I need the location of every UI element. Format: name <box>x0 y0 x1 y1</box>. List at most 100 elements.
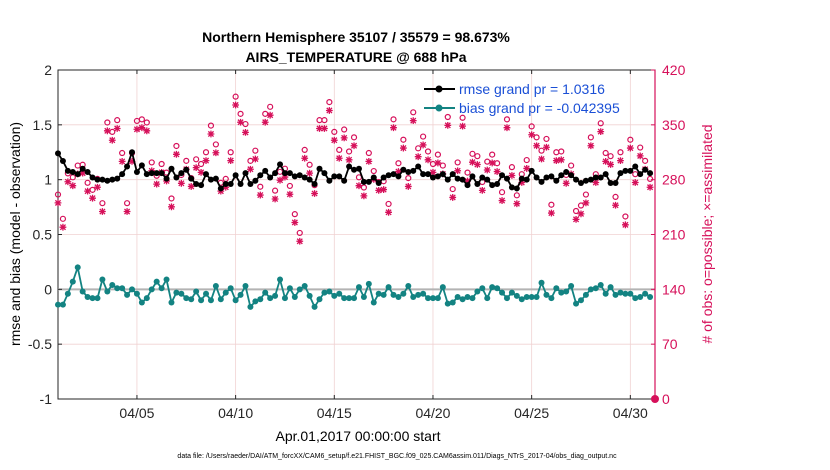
obs-assimilated-point <box>592 179 600 186</box>
obs-assimilated-point <box>518 179 526 186</box>
legend-bias-label: bias grand pr = -0.042395 <box>459 100 620 116</box>
bias-point <box>474 288 481 295</box>
obs-assimilated-point <box>360 192 368 200</box>
obs-assimilated-point <box>617 157 624 164</box>
rmse-point <box>489 182 496 189</box>
x-axis-label: Apr.01,2017 00:00:00 start <box>275 428 440 444</box>
rmse-point <box>138 162 145 169</box>
obs-assimilated-point <box>168 203 175 211</box>
obs-assimilated-point <box>469 158 476 166</box>
left-tick-label: 1 <box>44 172 52 188</box>
bias-point <box>207 297 214 304</box>
obs-possible-point <box>395 160 402 167</box>
x-tick-label: 04/25 <box>514 405 549 421</box>
bias-point <box>503 295 510 302</box>
bias-point <box>370 299 377 306</box>
bias-point <box>632 295 639 302</box>
obs-assimilated-point <box>153 180 161 188</box>
obs-possible-point <box>582 191 590 198</box>
bias-point <box>203 290 210 297</box>
rmse-point <box>99 176 106 183</box>
obs-possible-point <box>508 164 516 171</box>
obs-assimilated-point <box>173 150 180 158</box>
rmse-point <box>558 172 565 179</box>
obs-possible-point <box>454 159 461 166</box>
bias-point <box>365 280 372 287</box>
y-axis-label-right: # of obs: o=possible; ×=assimilated <box>699 124 715 343</box>
obs-assimilated-point <box>325 107 333 114</box>
bias-point <box>277 276 284 283</box>
rmse-point <box>193 181 200 188</box>
obs-assimilated-point <box>311 190 318 197</box>
rmse-point <box>336 173 343 180</box>
bias-point <box>183 295 190 302</box>
bias-point <box>592 285 599 292</box>
rmse-point <box>405 168 412 175</box>
bias-point <box>212 283 219 290</box>
bias-point <box>74 264 81 271</box>
rmse-point <box>311 181 318 188</box>
obs-assimilated-point <box>286 190 294 198</box>
rmse-point <box>143 171 150 178</box>
bias-point <box>346 295 353 302</box>
rmse-point <box>306 176 313 183</box>
left-tick-label: 0.5 <box>33 227 53 243</box>
rmse-point <box>247 181 254 188</box>
x-tick-label: 04/15 <box>317 405 352 421</box>
obs-possible-point <box>365 149 372 157</box>
obs-possible-point <box>104 119 111 126</box>
obs-assimilated-point <box>138 124 146 132</box>
rmse-point <box>563 168 570 175</box>
obs-assimilated-point <box>414 153 422 161</box>
bias-point <box>439 284 446 291</box>
obs-assimilated-point <box>187 183 195 190</box>
bias-point <box>316 296 323 303</box>
obs-assimilated-point <box>291 219 299 226</box>
obs-possible-point <box>54 191 62 198</box>
bias-point <box>143 295 150 302</box>
bias-point <box>597 281 604 288</box>
bias-point <box>553 285 560 292</box>
bias-point <box>577 297 584 304</box>
obs-possible-point <box>632 171 639 178</box>
obs-assimilated-point <box>276 176 284 184</box>
obs-possible-point <box>612 193 619 200</box>
bias-point <box>568 283 575 290</box>
bias-point <box>355 284 362 291</box>
obs-assimilated-point <box>508 172 516 179</box>
obs-assimilated-point <box>64 178 72 186</box>
obs-possible-point <box>489 151 496 158</box>
rmse-point <box>296 172 303 179</box>
bias-point <box>257 296 264 303</box>
rmse-point <box>538 178 545 185</box>
bias-point <box>198 297 205 304</box>
rmse-point <box>217 185 224 192</box>
obs-assimilated-point <box>597 128 605 136</box>
rmse-point <box>212 175 219 182</box>
rmse-point <box>277 161 284 168</box>
rmse-point <box>454 175 461 182</box>
obs-assimilated-point <box>646 183 654 191</box>
bias-point <box>79 288 86 295</box>
obs-assimilated-point <box>128 157 136 165</box>
rmse-point <box>360 178 367 185</box>
obs-possible-point <box>207 122 215 129</box>
rmse-point <box>375 179 382 186</box>
obs-possible-point <box>558 148 565 155</box>
bias-point <box>444 300 451 307</box>
obs-assimilated-point <box>123 208 131 215</box>
obs-possible-point <box>597 120 604 127</box>
right-axis-ticks: 0 70 140 210 280 350 420 <box>651 62 686 407</box>
obs-possible-point <box>449 185 456 193</box>
obs-assimilated-point <box>533 142 540 150</box>
bias-point <box>104 288 111 295</box>
obs-possible-point <box>498 189 506 196</box>
bias-point <box>286 285 293 292</box>
bias-point <box>84 294 91 301</box>
bias-point <box>380 291 387 298</box>
obs-assimilated-point <box>385 208 392 216</box>
obs-possible-point <box>69 174 76 181</box>
chart-title-line2: AIRS_TEMPERATURE @ 688 hPa <box>245 49 466 65</box>
bias-point <box>109 281 116 288</box>
obs-possible-point <box>119 149 126 157</box>
